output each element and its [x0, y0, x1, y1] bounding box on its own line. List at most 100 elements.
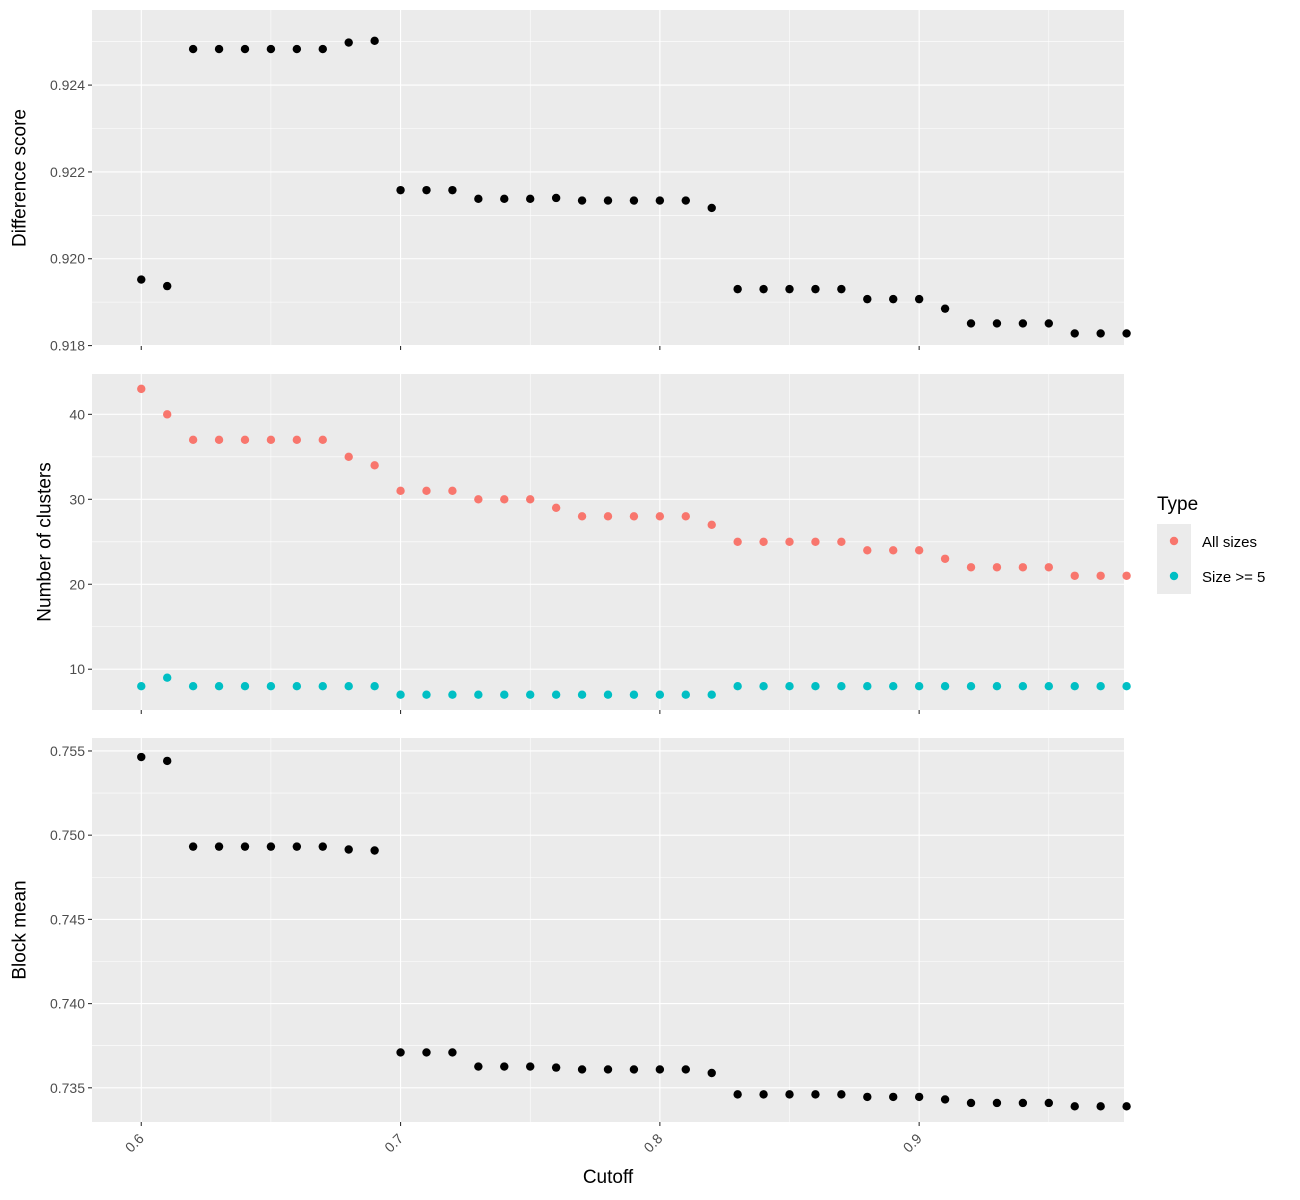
data-point	[1070, 329, 1079, 338]
data-point	[214, 682, 224, 691]
data-point	[188, 435, 198, 445]
series-number-of-clusters-1	[137, 673, 1131, 699]
data-point	[551, 503, 561, 513]
data-point	[837, 682, 846, 691]
y-tick-label: 0.922	[50, 164, 85, 180]
data-point	[1096, 329, 1105, 338]
data-point	[889, 1092, 898, 1102]
data-point	[1044, 1098, 1054, 1108]
data-point	[370, 461, 379, 470]
series-block-mean	[137, 752, 1131, 1111]
data-point	[889, 546, 898, 555]
data-point	[266, 682, 276, 691]
y-tick-label: 0.740	[50, 996, 85, 1012]
data-point	[629, 196, 639, 205]
x-tick-label: 0.8	[640, 1130, 665, 1155]
series-number-of-clusters-0	[137, 384, 1131, 580]
data-point	[707, 690, 716, 699]
data-point	[551, 193, 561, 203]
data-point	[1044, 319, 1054, 328]
data-point	[811, 284, 820, 294]
data-point	[603, 196, 613, 205]
panel-block-mean: 0.735 0.740 0.745 0.750 0.755 Block mean 0.6 0.…	[10, 738, 1131, 1155]
data-point	[551, 1063, 561, 1072]
data-point	[759, 284, 768, 294]
data-point	[448, 1048, 457, 1057]
data-point	[603, 512, 613, 521]
data-point	[292, 44, 302, 54]
y-tick-label: 20	[69, 576, 85, 592]
data-point	[318, 435, 327, 445]
data-point	[448, 690, 457, 699]
data-point	[214, 44, 224, 54]
y-tick-label: 40	[69, 406, 85, 422]
data-point	[396, 1048, 405, 1057]
data-point	[681, 1065, 690, 1074]
data-point	[629, 1065, 639, 1074]
data-point	[629, 690, 639, 699]
y-tick-label: 0.755	[50, 743, 85, 759]
data-point	[370, 36, 379, 46]
data-point	[1096, 1102, 1105, 1111]
data-point	[266, 435, 276, 445]
y-axis-title-difference-score: Difference score	[10, 109, 31, 247]
data-point	[889, 682, 898, 691]
x-tick-label: 0.9	[900, 1130, 925, 1155]
data-point	[733, 682, 742, 691]
data-point	[370, 846, 379, 855]
data-point	[214, 842, 224, 851]
data-point	[422, 1048, 431, 1057]
data-point	[318, 44, 327, 54]
data-point	[914, 1092, 924, 1102]
data-point	[422, 690, 431, 699]
data-point	[785, 537, 794, 546]
data-point	[655, 196, 665, 205]
data-point	[759, 537, 768, 546]
data-point	[396, 690, 405, 699]
data-point	[448, 185, 457, 195]
data-point	[318, 842, 327, 851]
data-point	[966, 563, 976, 572]
data-point	[474, 690, 483, 699]
data-point	[137, 682, 146, 691]
y-axis-title-block-mean: Block mean	[10, 880, 31, 979]
y-tick-label: 30	[69, 491, 85, 507]
data-point	[266, 44, 276, 54]
data-point	[292, 435, 302, 445]
data-point	[188, 682, 198, 691]
data-point	[526, 194, 535, 204]
data-point	[966, 682, 976, 691]
data-point	[500, 1062, 509, 1071]
data-point	[940, 1095, 950, 1104]
data-point	[344, 845, 353, 854]
data-point	[396, 185, 405, 195]
data-point	[1070, 1102, 1079, 1111]
legend-key-size-ge-5	[1169, 571, 1179, 581]
y-tick-label: 10	[69, 661, 85, 677]
data-point	[526, 690, 535, 699]
data-point	[266, 842, 276, 851]
data-point	[655, 512, 665, 521]
data-point	[577, 512, 587, 521]
data-point	[188, 44, 198, 54]
data-point	[188, 842, 198, 851]
data-point	[863, 294, 872, 304]
panel-background	[92, 738, 1124, 1122]
data-point	[474, 1062, 483, 1071]
series-difference-score	[137, 36, 1131, 338]
data-point	[137, 275, 146, 284]
data-point	[422, 486, 431, 496]
data-point	[914, 294, 924, 304]
data-point	[733, 537, 742, 546]
data-point	[681, 512, 690, 521]
data-point	[1096, 682, 1105, 691]
panel-background	[92, 10, 1124, 346]
data-point	[396, 486, 405, 496]
y-axis-title-number-of-clusters: Number of clusters	[35, 462, 56, 621]
data-point	[785, 1090, 794, 1099]
data-point	[759, 1090, 768, 1099]
data-point	[629, 512, 639, 521]
y-tick-label: 0.745	[50, 911, 85, 927]
data-point	[966, 319, 976, 328]
